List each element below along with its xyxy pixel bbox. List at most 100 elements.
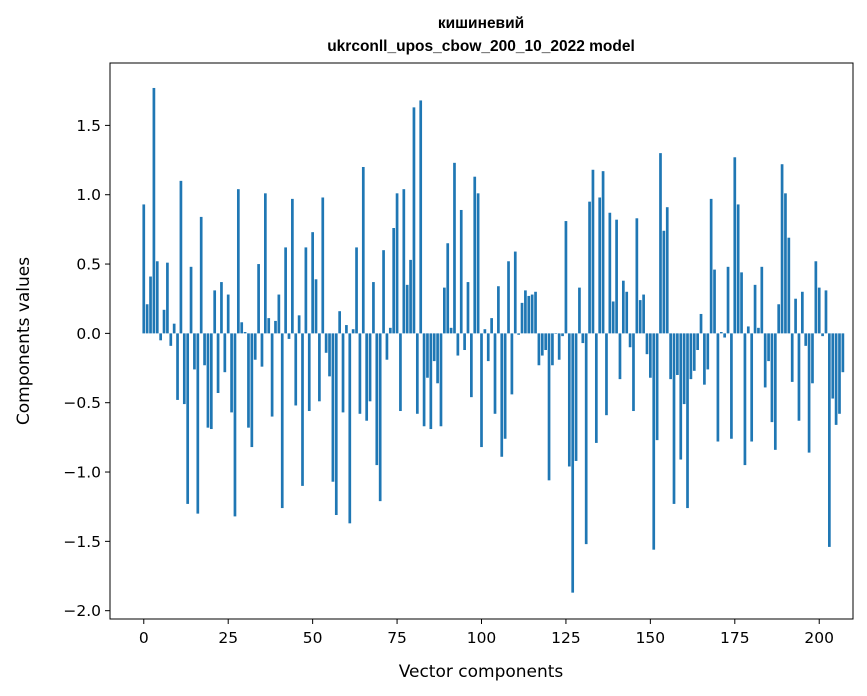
bar-27 — [233, 333, 237, 517]
bar-119 — [544, 333, 548, 351]
bar-174 — [730, 333, 733, 439]
bar-89 — [443, 287, 446, 334]
bar-152 — [655, 333, 659, 441]
bar-179 — [746, 326, 750, 334]
bar-194 — [797, 333, 801, 421]
bar-91 — [449, 327, 453, 334]
bar-21 — [213, 290, 217, 334]
bar-151 — [652, 333, 656, 550]
bar-13 — [186, 333, 190, 504]
y-axis-ticks: 1.5 1.0 0.5 0.0 −0.5 −1.0 −1.5 −2.0 — [63, 117, 110, 620]
bar-82 — [419, 100, 423, 334]
bar-135 — [598, 197, 602, 334]
bar-71 — [382, 250, 385, 334]
bar-16 — [196, 333, 200, 514]
bar-146 — [635, 218, 639, 334]
bar-99 — [476, 193, 480, 334]
bar-69 — [375, 333, 379, 466]
bar-88 — [439, 333, 443, 427]
bar-108 — [507, 261, 510, 334]
bar-200 — [817, 287, 821, 334]
bar-165 — [699, 313, 703, 334]
bar-3 — [152, 87, 156, 334]
bar-117 — [537, 333, 541, 366]
bar-56 — [331, 333, 335, 482]
bar-204 — [831, 333, 835, 399]
bar-64 — [358, 333, 362, 414]
bar-196 — [804, 333, 808, 346]
bar-23 — [220, 282, 223, 334]
bar-193 — [794, 298, 797, 334]
bar-10 — [176, 333, 179, 400]
bar-203 — [828, 333, 831, 547]
bar-205 — [834, 333, 838, 425]
bar-22 — [216, 333, 220, 393]
y-tick-label-7: −2.0 — [63, 602, 101, 620]
chart-title-line1: кишиневий — [438, 15, 524, 32]
chart-title-line2: ukrconll_upos_cbow_200_10_2022 model — [327, 38, 635, 55]
bar-134 — [594, 333, 598, 443]
bar-195 — [800, 291, 804, 334]
bar-37 — [267, 318, 271, 334]
bar-11 — [179, 180, 183, 334]
bar-35 — [260, 333, 264, 367]
bar-47 — [301, 333, 304, 486]
bar-198 — [811, 333, 814, 384]
bar-62 — [351, 329, 355, 334]
bar-18 — [203, 333, 206, 366]
bar-72 — [385, 333, 389, 360]
bar-25 — [226, 294, 230, 334]
x-tick-label-1: 25 — [218, 629, 238, 647]
bar-139 — [611, 301, 615, 334]
bar-126 — [567, 333, 571, 467]
plot-frame — [109, 62, 854, 620]
bar-65 — [361, 166, 365, 334]
bar-70 — [378, 333, 382, 502]
bar-55 — [328, 333, 331, 377]
x-tick-label-6: 150 — [636, 629, 666, 647]
bar-83 — [422, 333, 426, 427]
bar-81 — [415, 333, 419, 414]
bar-184 — [763, 333, 767, 388]
bar-141 — [618, 333, 622, 380]
bar-148 — [642, 294, 645, 334]
bar-124 — [561, 333, 564, 337]
bar-90 — [446, 243, 450, 334]
bar-158 — [676, 333, 679, 375]
bar-181 — [753, 284, 757, 334]
bar-12 — [182, 333, 186, 405]
bar-120 — [547, 333, 551, 481]
bar-111 — [517, 333, 520, 335]
bar-121 — [551, 333, 554, 366]
bar-41 — [280, 333, 284, 509]
bar-116 — [534, 291, 537, 334]
bar-30 — [243, 331, 247, 334]
bar-24 — [223, 333, 227, 373]
x-tick-label-7: 175 — [720, 629, 750, 647]
bar-123 — [557, 333, 561, 360]
bar-61 — [348, 333, 352, 524]
bar-114 — [527, 295, 531, 334]
bar-125 — [564, 221, 568, 334]
bar-104 — [493, 333, 497, 414]
bar-66 — [365, 333, 369, 421]
bar-110 — [513, 251, 517, 334]
bar-102 — [486, 333, 490, 362]
y-tick-label-2: 0.5 — [76, 256, 101, 274]
bar-187 — [773, 333, 777, 450]
bar-122 — [554, 333, 558, 334]
bar-95 — [463, 333, 466, 351]
bar-160 — [682, 333, 686, 405]
bar-34 — [257, 264, 260, 334]
bar-60 — [345, 325, 348, 334]
bar-46 — [297, 315, 301, 334]
bar-142 — [621, 280, 625, 334]
bar-53 — [321, 197, 325, 334]
bar-94 — [459, 209, 463, 334]
bar-67 — [368, 333, 372, 402]
y-tick-label-4: −0.5 — [63, 394, 101, 412]
bar-29 — [240, 322, 244, 334]
bar-192 — [790, 333, 794, 382]
bar-32 — [250, 333, 254, 448]
bar-112 — [520, 302, 524, 334]
